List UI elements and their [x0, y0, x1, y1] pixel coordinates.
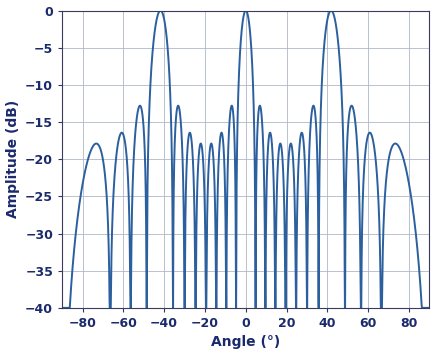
X-axis label: Angle (°): Angle (°) [210, 335, 280, 349]
Y-axis label: Amplitude (dB): Amplitude (dB) [6, 100, 20, 218]
